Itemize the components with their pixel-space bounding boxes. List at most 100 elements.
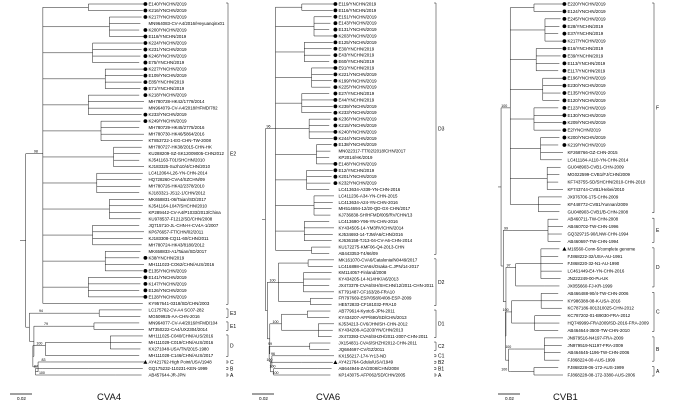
leaf-label: HE572833-CF181032-FRA10 [339,302,397,307]
bootstrap-value: 99 [504,226,508,230]
leaf-label: E39/YNCHN/2019 [568,53,604,58]
study-strain-dot-icon [143,268,148,273]
study-strain-dot-icon [562,113,567,118]
bootstrap-value: 100 [270,278,276,282]
study-strain-dot-icon [562,61,567,66]
leaf-label: MH780728-HK42/1778/2014 [149,99,205,104]
study-strain-dot-icon [143,67,148,71]
prototype-strain-triangle-icon [143,359,148,364]
study-strain-dot-icon [143,80,148,85]
leaf-label: JQ684697-CV/GZ/2011 [339,347,385,352]
study-strain-dot-icon [333,72,338,77]
study-strain-dot-icon [143,8,148,13]
bootstrap-value: 83 [41,358,45,362]
leaf-label: KF743744-CVB1/Hebei/2010 [568,187,625,192]
leaf-label: E126/YNCHN/2019 [149,288,188,293]
leaf-label: E230/YNCHN/2019 [568,83,607,88]
leaf-label: KP143075-AFP062/SD/CHN/2005 [339,373,406,378]
leaf-label: GU048903-CVB1/B-CHN-2008 [568,209,629,214]
leaf-label: E16/YNCHN/2019 [568,46,604,51]
leaf-label: KP289442-CV-A4/P1033/2013/China [149,210,222,215]
leaf-label: JN979519-N1197-FRA-2009 [568,343,624,348]
study-strain-dot-icon [143,86,148,91]
leaf-label: E75/YNCHN/2019 [149,60,185,65]
study-strain-dot-icon [562,128,567,133]
leaf-label: KJ183325-Suzh10/4/CHN/2010 [149,164,211,169]
clade-label: A [438,373,442,379]
study-strain-dot-icon [562,143,567,147]
study-strain-dot-icon [333,174,338,179]
study-strain-dot-icon [333,14,338,19]
study-strain-dot-icon [333,21,338,26]
study-strain-dot-icon [333,66,338,70]
leaf-label: E119/YNCHN/2019 [339,2,377,7]
cva6-panel-title: CVA6 [316,392,340,403]
leaf-label: FJ868224-00-AUS-1999 [568,358,616,363]
leaf-label: AB457644-JR-JPN [149,373,186,378]
leaf-label: MH780726-HK42/2378/2010 [149,184,205,189]
study-strain-dot-icon [562,31,567,36]
leaf-label: KJ636158-TJ13-04-CV-A6-CHN-2014 [339,238,413,243]
clade-label: D1 [438,322,445,328]
leaf-label: AB464645-1196-TW-CHN-2006 [568,350,630,355]
leaf-label: E91/YNCHN/2019 [339,65,375,70]
leaf-label: AB460702-TW-CHN-1996 [568,224,619,229]
leaf-label: E124/YNCHN/2019 [568,9,607,14]
leaf-label: LC412064-L26-YN-CHN-2014 [149,171,208,176]
leaf-label: KC787202-01-B9030-FRA-2012 [568,313,631,318]
leaf-label: JN222249-00-Pu-UK [568,276,609,281]
leaf-label: K249/YNCHN/2019 [149,119,188,124]
leaf-label: MK161070-CVA6/Catalonia/N0449/2017 [339,257,418,262]
leaf-label: KU978537-F1212/SD/CHN/2008 [149,216,213,221]
study-strain-dot-icon [562,2,567,6]
leaf-label: AB460697-TW-CHN-1994 [568,239,619,244]
leaf-label: E130/YNCHN/2019 [568,113,607,118]
study-strain-dot-icon [143,281,148,286]
leaf-label: K240/YNCHN/2019 [339,129,378,134]
leaf-label: KJ534693-14-TJM/A6/CHN/2016 [339,232,404,237]
leaf-label: K225/YNCHN/2019 [339,85,378,90]
bootstrap-value: 100 [273,320,279,324]
study-strain-dot-icon [333,27,338,32]
leaf-label: E120/YNCHN/2019 [568,98,607,103]
clade-label: E [656,228,660,234]
bootstrap-value: 98 [34,150,38,154]
leaf-label: MG509925-AA-CHN-2016 [149,314,201,319]
leaf-label: KJ541164-1047/SHCHN/2010 [149,203,208,208]
leaf-label: KY434505-14-YM3RV/CHN/2014 [339,225,405,230]
leaf-label: MG022599-CVB1/FJ/CHN/2009 [568,172,631,177]
leaf-label: K218/YNCHN/2019 [149,93,188,98]
leaf-label: FJ868222-32/USA-AU-1991 [568,254,623,259]
leaf-label: JX473378-CVA6/SH/SHCHN/12/2011-CHN-2011 [339,283,435,288]
leaf-label: KJ534213-CV6/JHN/SH-CHN-2012 [339,321,409,326]
leaf-label: FJ868228-08-172-3380-AUS-2006 [568,373,636,378]
study-strain-dot-icon [562,135,567,140]
leaf-label: JN979516-N4197-FRA-2009 [568,335,624,340]
leaf-label: KU172275-KMF06-Q4-2013-CHN [339,245,405,250]
leaf-label: K38/YNCHN/2019 [149,255,185,260]
leaf-label: LC175762-CV-A4 SC07-282 [149,307,205,312]
study-strain-dot-icon [333,46,338,51]
leaf-label: KP676657-FT/CHN/02/2011 [149,229,204,234]
clade-label: F [656,106,659,112]
leaf-label: K217/YNCHN/2019 [149,15,188,20]
study-strain-dot-icon [143,60,148,65]
leaf-label: FJ868228-06-172-AUS-1999 [568,365,625,370]
leaf-label: K200/YNCHN/2019 [149,28,188,33]
leaf-label: K246/YNCHN/2019 [149,54,188,59]
leaf-label: MH780729-HK45/2775/2016 [149,125,205,130]
leaf-label: AB779614-Kyoto5-JPN-2011 [339,309,396,314]
leaf-label: HQ749999-FRA2009/SD-2016-FRA-2009 [568,321,650,326]
study-strain-dot-icon [143,34,148,39]
study-strain-dot-icon [333,59,338,64]
leaf-label: MK658831-06/Taian/SD/2017 [149,197,207,202]
leaf-label: KJ183321-JS12-1/CHN/2012 [149,190,206,195]
leaf-label: LC416898-CVA6s/Osaka-C.JPN/14-2017 [339,264,420,269]
leaf-label: K217/YNCHN/2019 [568,39,607,44]
leaf-label: JX473393-CVA6/SHZH/2011-2007-CHN-2011 [339,334,429,339]
leaf-label: MH111028-C146/CHN/AUS/2017 [149,353,214,358]
leaf-label: K200/YNCHN/2019 [568,135,607,140]
leaf-label: KT853722-1-EG-CHN-TW-2008 [149,138,212,143]
leaf-label: E60/YNCHN/2019 [339,59,375,64]
